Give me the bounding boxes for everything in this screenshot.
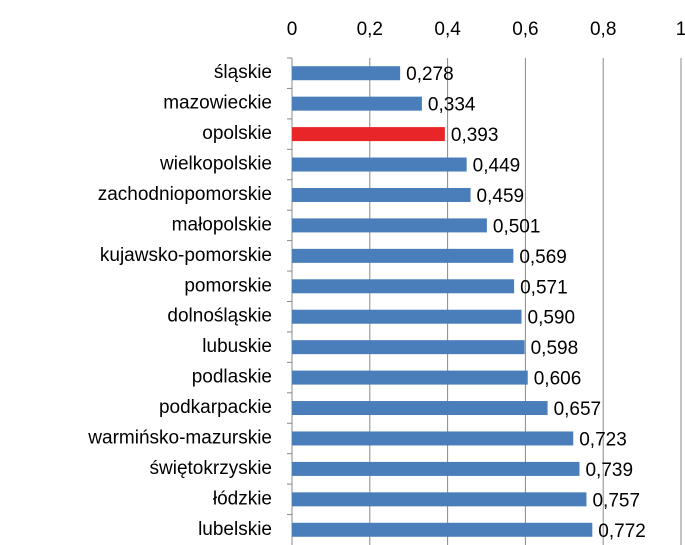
value-label: 0,571 xyxy=(520,277,568,298)
y-tick-label: lubelskie xyxy=(198,519,272,540)
value-label: 0,606 xyxy=(534,369,582,390)
y-tick-label: mazowieckie xyxy=(163,93,272,114)
y-tick-label: śląskie xyxy=(214,62,272,83)
x-tick-label: 0,4 xyxy=(434,19,461,40)
value-label: 0,393 xyxy=(451,125,499,146)
x-tick-label: 1 xyxy=(676,19,685,40)
y-tick-label: zachodniopomorskie xyxy=(98,184,272,205)
value-label: 0,278 xyxy=(406,64,454,85)
bar xyxy=(292,157,467,172)
value-label: 0,598 xyxy=(531,338,579,359)
x-tick-label: 0,2 xyxy=(357,19,383,40)
x-tick-label: 0 xyxy=(287,19,298,40)
y-tick-label: świętokrzyskie xyxy=(150,458,272,479)
bar xyxy=(292,66,401,81)
y-tick-label: dolnośląskie xyxy=(167,306,272,327)
bar xyxy=(292,522,593,537)
bar xyxy=(292,431,574,446)
x-tick-label: 0,6 xyxy=(512,19,538,40)
value-label: 0,757 xyxy=(592,490,640,511)
value-label: 0,501 xyxy=(493,216,541,237)
bar xyxy=(292,401,548,416)
value-label: 0,449 xyxy=(473,156,521,177)
bar xyxy=(292,309,522,324)
y-tick-label: warmińsko-mazurskie xyxy=(87,427,272,448)
bar xyxy=(292,492,587,507)
bar xyxy=(292,218,487,233)
value-label: 0,723 xyxy=(579,429,627,450)
x-tick-label: 0,8 xyxy=(590,19,616,40)
y-tick-label: kujawsko-pomorskie xyxy=(100,245,272,266)
y-tick-label: łódzkie xyxy=(213,488,272,509)
y-tick-label: pomorskie xyxy=(184,275,272,296)
bar xyxy=(292,187,471,202)
bar xyxy=(292,279,515,294)
value-label: 0,590 xyxy=(528,308,576,329)
y-tick-label: podkarpackie xyxy=(159,397,272,418)
value-label: 0,569 xyxy=(519,247,567,268)
y-tick-label: wielkopolskie xyxy=(159,154,272,175)
value-label: 0,772 xyxy=(598,521,646,542)
y-tick-label: lubuskie xyxy=(202,336,272,357)
bar xyxy=(292,127,445,142)
value-label: 0,739 xyxy=(585,460,633,481)
y-tick-label: małopolskie xyxy=(172,214,272,235)
y-tick-label: opolskie xyxy=(202,123,272,144)
value-label: 0,657 xyxy=(554,399,602,420)
bar xyxy=(292,340,525,355)
bar xyxy=(292,248,514,263)
bar xyxy=(292,370,528,385)
y-tick-label: podlaskie xyxy=(192,367,272,388)
bar xyxy=(292,96,422,111)
bar xyxy=(292,461,580,476)
value-label: 0,334 xyxy=(428,95,476,116)
value-label: 0,459 xyxy=(477,186,525,207)
